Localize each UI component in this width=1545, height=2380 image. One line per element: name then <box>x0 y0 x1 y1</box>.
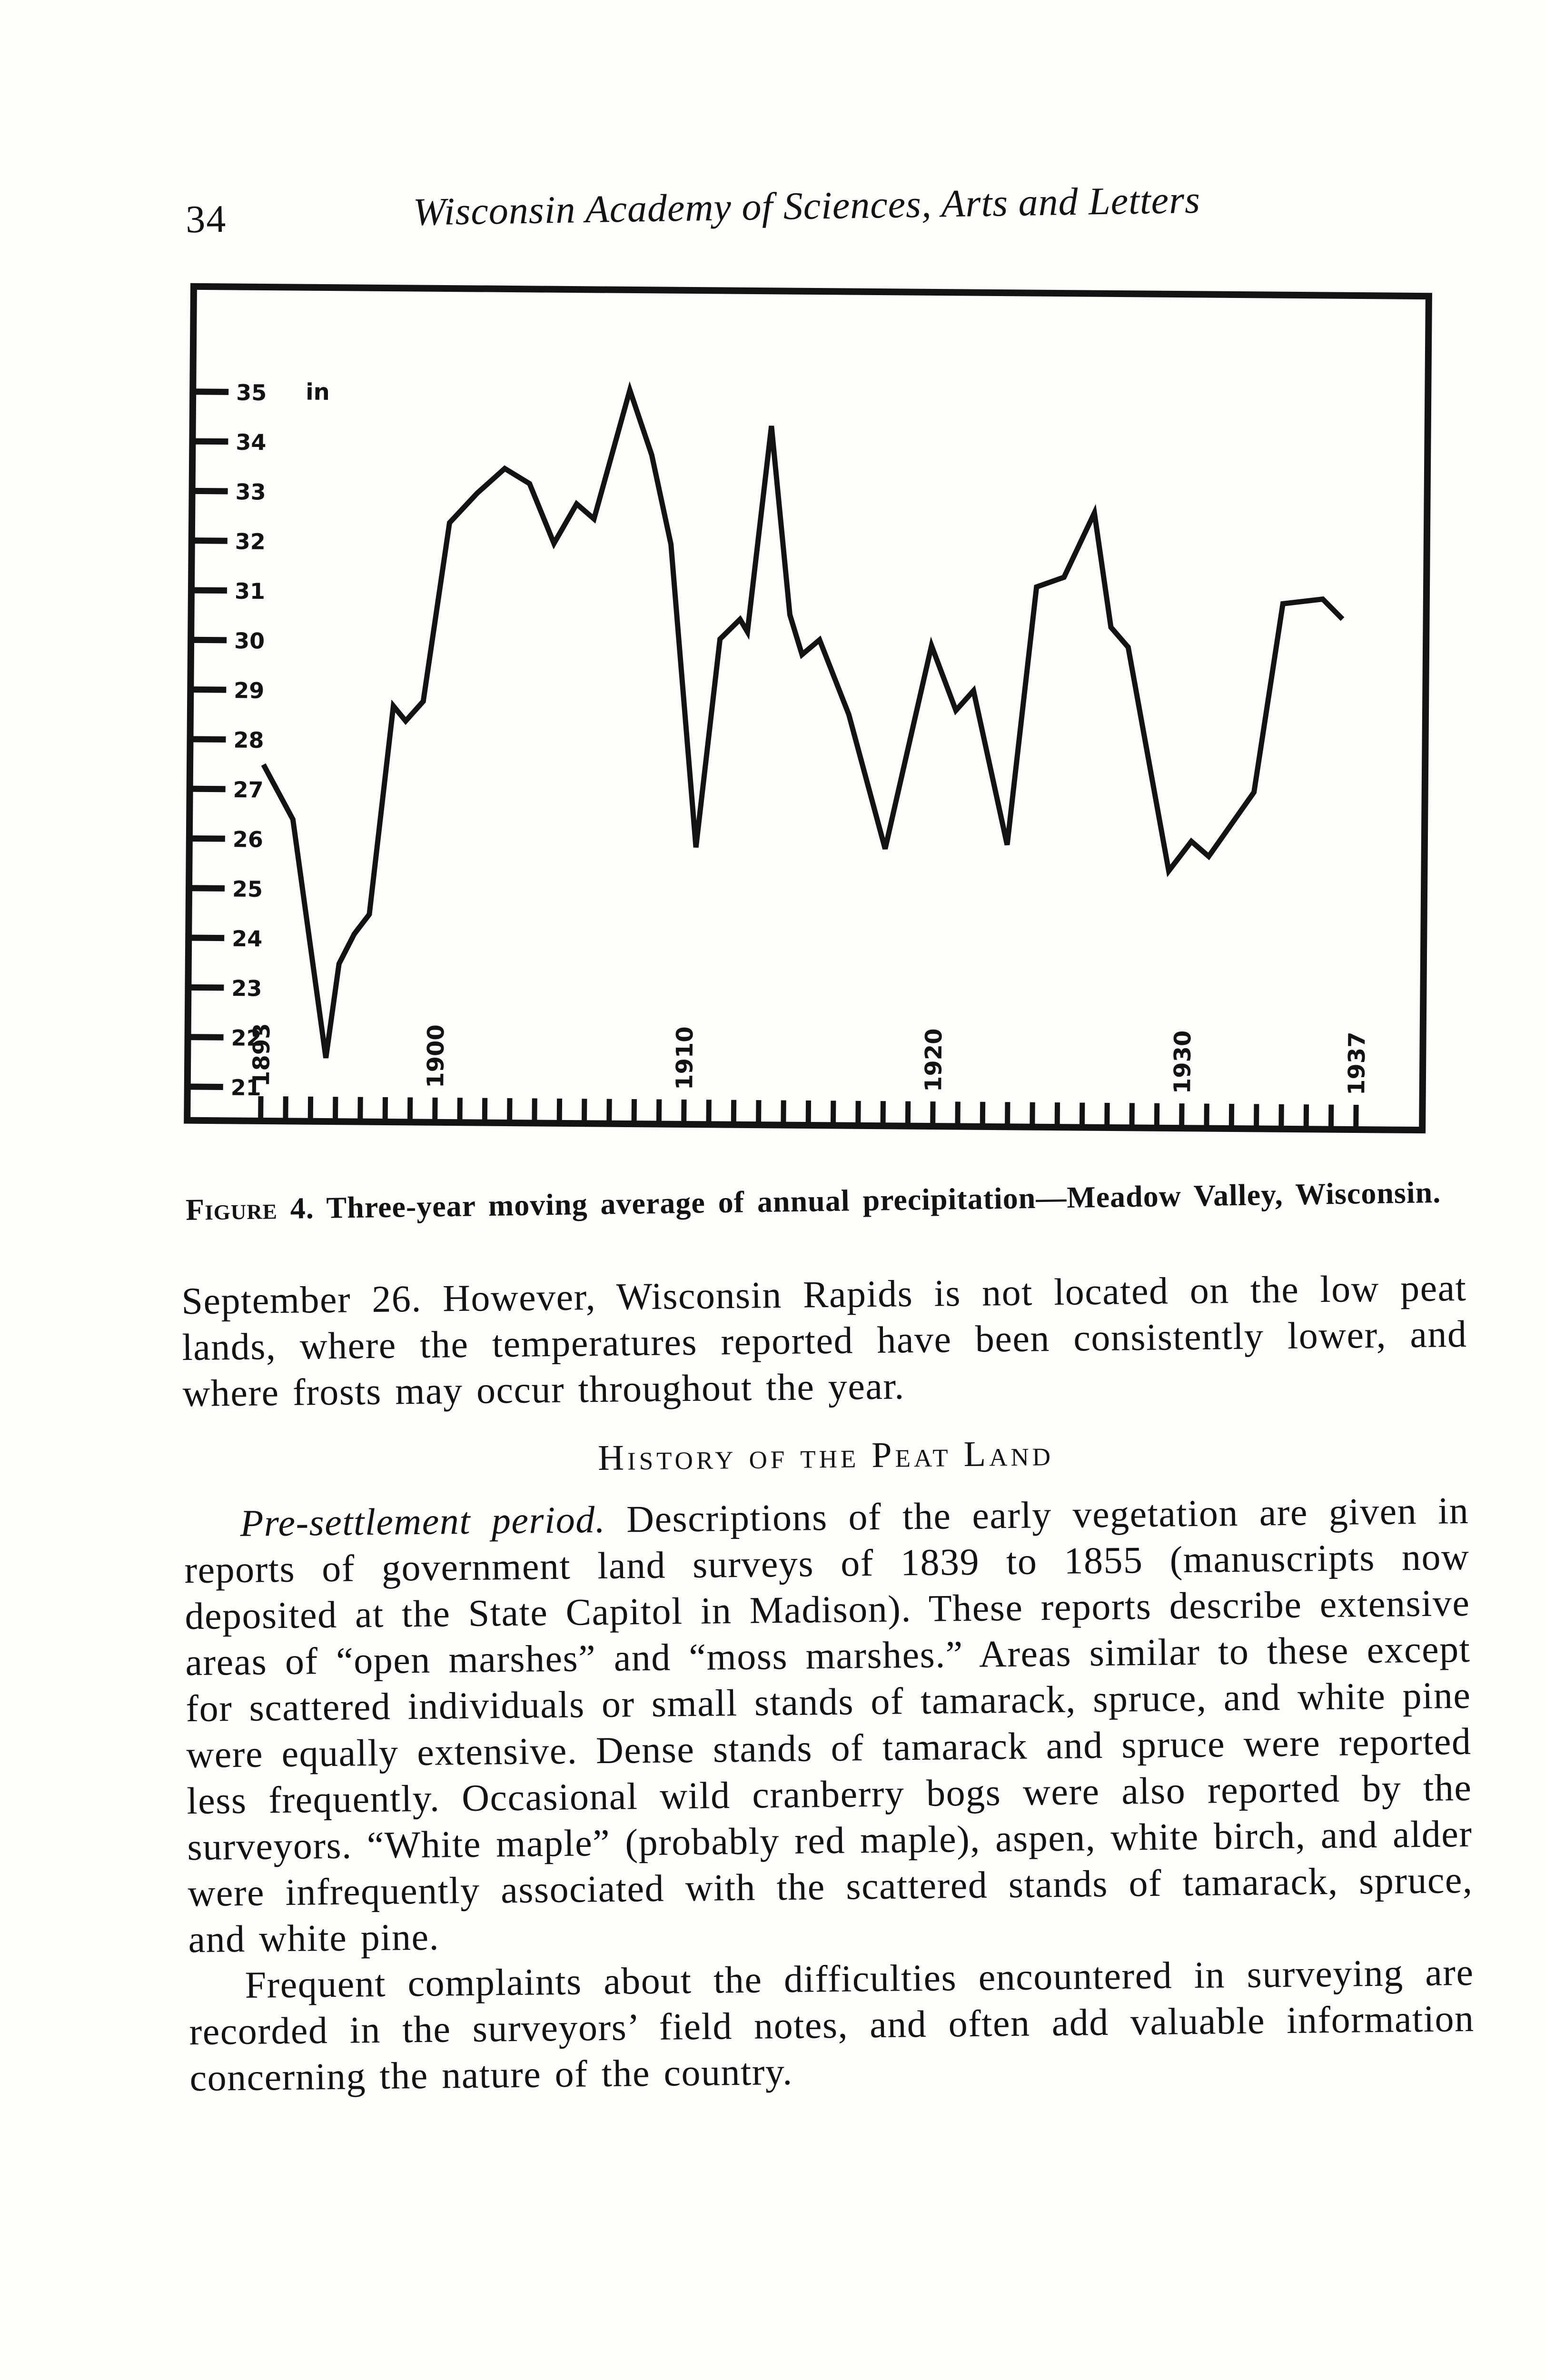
running-title: Wisconsin Academy of Sciences, Arts and … <box>413 178 1201 234</box>
figure-caption: Figure 4. Three-year moving average of a… <box>185 1170 1471 1232</box>
x-tick-label: 1910 <box>671 1026 698 1090</box>
paragraph-pre-settlement-lead: Pre-settlement period. <box>239 1498 606 1545</box>
y-tick <box>192 438 228 445</box>
page-header: 34 Wisconsin Academy of Sciences, Arts a… <box>185 173 1471 246</box>
y-tick <box>191 587 228 594</box>
y-tick-label: 32 <box>235 528 266 555</box>
y-tick-label: 33 <box>235 479 266 505</box>
x-tick-label: 1920 <box>920 1028 947 1092</box>
paragraph-pre-settlement: Pre-settlement period. Descriptions of t… <box>184 1488 1474 1963</box>
y-tick-label: 24 <box>232 926 262 952</box>
y-tick-label: 31 <box>235 578 265 605</box>
y-tick-label: 25 <box>232 876 263 902</box>
body-text: September 26. However, Wisconsin Rapids … <box>181 1265 1475 2102</box>
paragraph-frequent-complaints: Frequent complaints about the difficulti… <box>189 1951 1475 2100</box>
section-heading-history-of-the-peat-land: History of the Peat Land <box>597 1433 1054 1478</box>
page-number: 34 <box>185 197 227 241</box>
y-tick-label: 28 <box>233 727 264 754</box>
x-tick-label: 1930 <box>1169 1030 1196 1094</box>
x-tick-label: 1900 <box>422 1024 449 1088</box>
precipitation-series-line <box>261 381 1345 1059</box>
chart-frame <box>184 283 1432 1134</box>
y-tick-label: 30 <box>234 628 265 654</box>
y-tick-label: 22 <box>231 1025 261 1051</box>
y-tick-label: 23 <box>231 975 262 1002</box>
y-tick-label: 34 <box>236 429 266 456</box>
y-tick-label: 21 <box>231 1075 261 1101</box>
figure-chart-svg: 35 34 33 32 31 30 29 28 27 26 25 24 23 22 21 in 1893 1900… <box>184 283 1432 1134</box>
figure-caption-label: Figure 4. <box>185 1191 315 1227</box>
y-tick <box>190 736 226 743</box>
y-tick-label: 35 <box>236 379 267 406</box>
y-tick-label: 27 <box>233 777 263 803</box>
figure-4-chart: 35 34 33 32 31 30 29 28 27 26 25 24 23 22 21 in 1893 1900… <box>180 280 1443 1143</box>
y-tick-label: 29 <box>234 677 264 704</box>
y-tick <box>188 984 224 991</box>
y-tick <box>188 885 225 892</box>
paragraph-pre-settlement-rest: Descriptions of the early vegetation are… <box>184 1489 1473 1961</box>
y-axis-unit-label: in <box>306 379 330 406</box>
y-tick <box>188 1034 224 1041</box>
y-tick-label: 26 <box>233 826 263 853</box>
x-tick-label: 1893 <box>248 1023 275 1087</box>
paragraph-september-26: September 26. However, Wisconsin Rapids … <box>181 1267 1467 1415</box>
x-tick-label: 1937 <box>1343 1031 1370 1095</box>
figure-caption-text: Three-year moving average of annual prec… <box>314 1175 1441 1225</box>
y-tick <box>189 835 225 842</box>
